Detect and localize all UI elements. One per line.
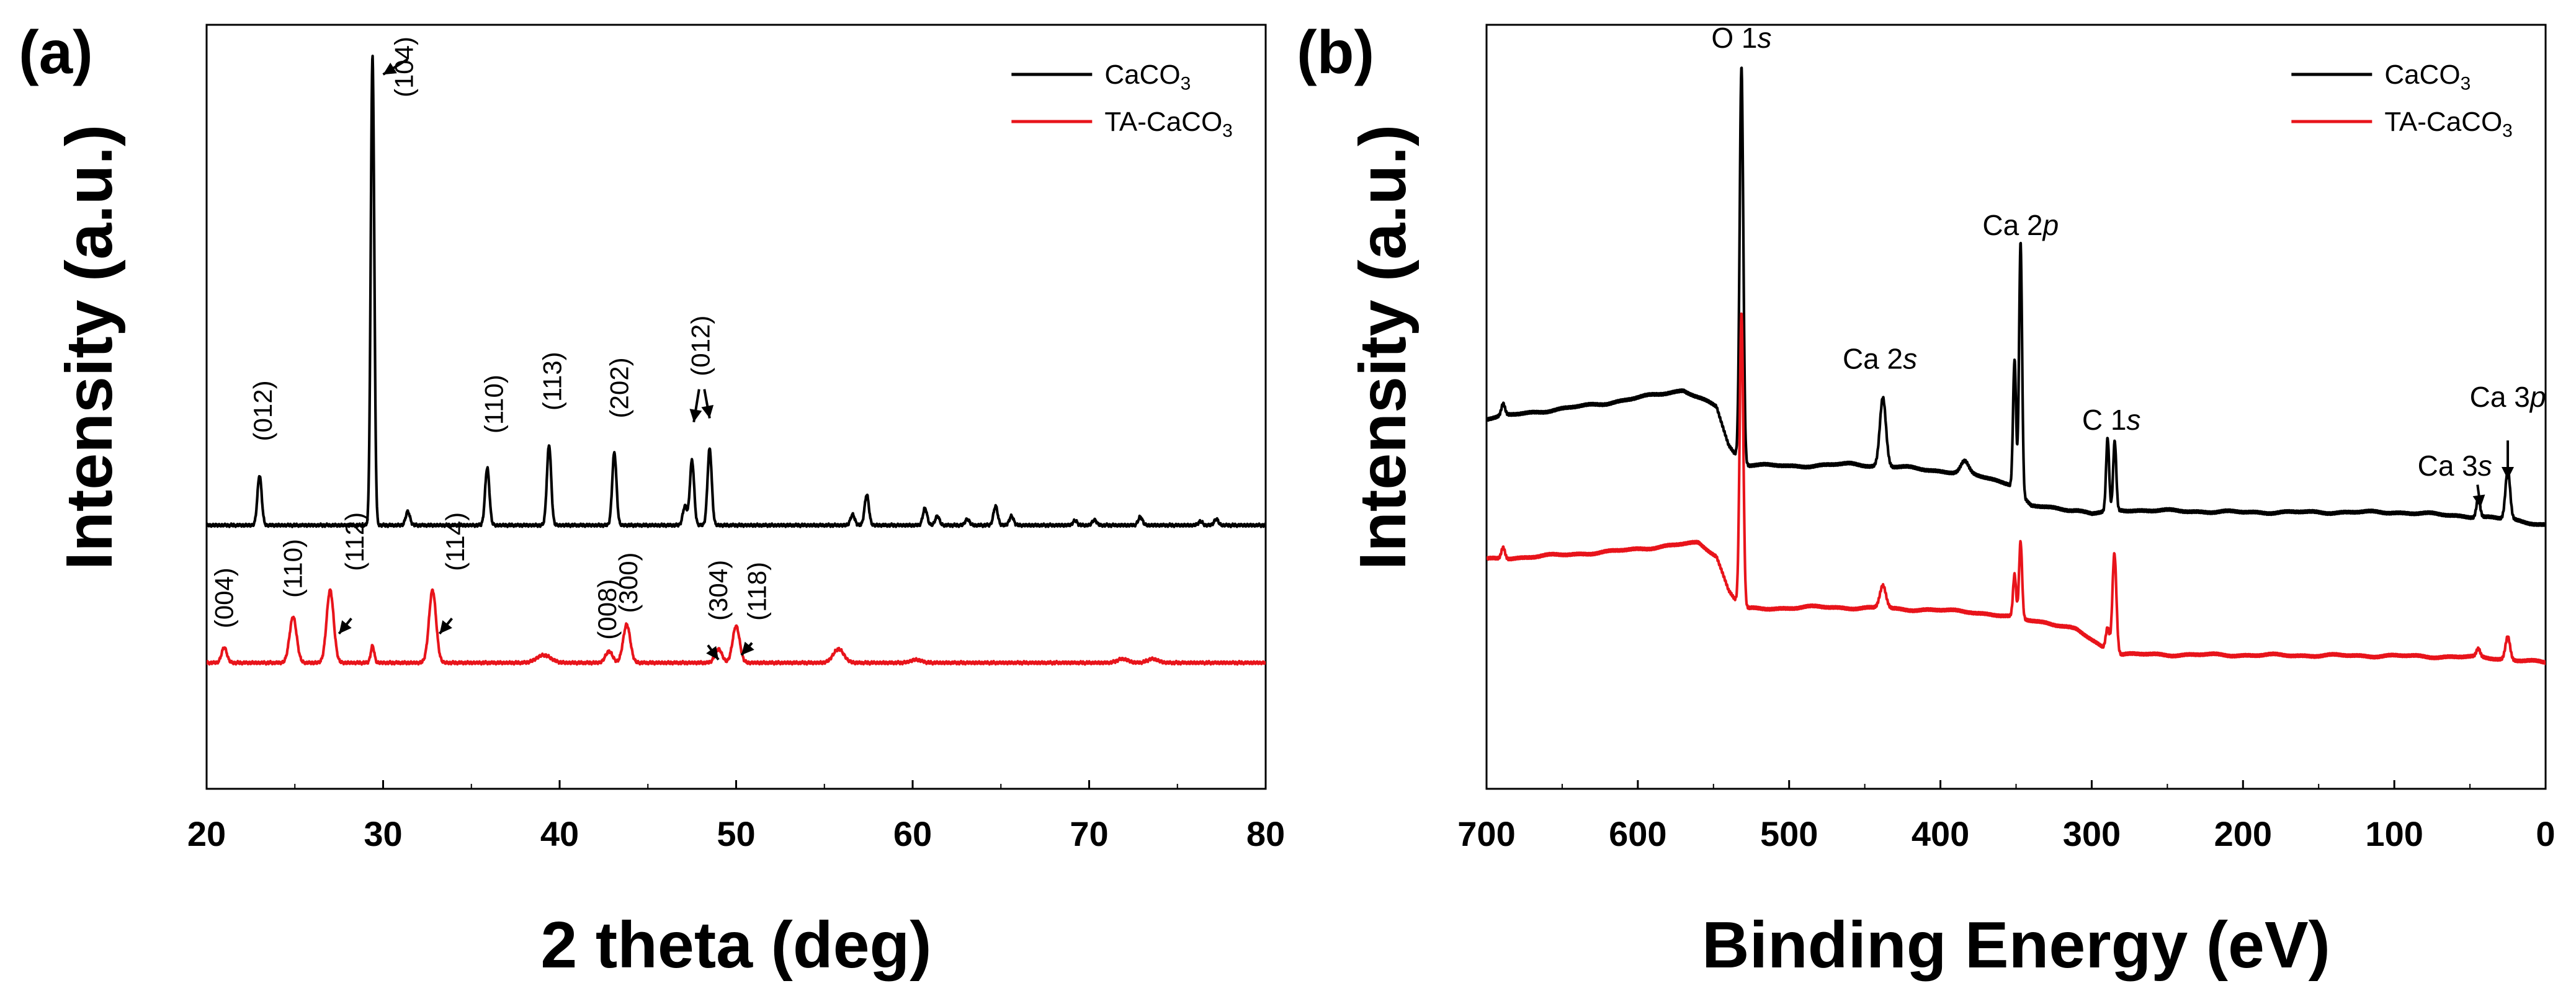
- x-axis-title: Binding Energy (eV): [1702, 908, 2330, 982]
- annotation-arrowhead: [439, 620, 452, 634]
- legend-label: TA-CaCO3: [2384, 107, 2513, 141]
- series-line-caco3: [1487, 66, 2546, 527]
- peak-label: (112): [340, 512, 369, 571]
- x-tick-label: 20: [187, 814, 226, 853]
- peak-label: (110): [278, 539, 307, 598]
- peak-label: (118): [743, 562, 772, 621]
- peak-label: C 1s: [2082, 404, 2141, 436]
- annotation-arrowhead: [701, 405, 714, 419]
- peak-label: (008): [593, 579, 622, 640]
- x-tick-label: 200: [2214, 814, 2272, 853]
- peak-label: (304): [704, 560, 733, 621]
- series-line-ta-caco3: [1487, 312, 2546, 665]
- x-tick-label: 600: [1609, 814, 1666, 853]
- peak-label: Ca 3s: [2418, 450, 2492, 482]
- x-tick-label: 300: [2063, 814, 2121, 853]
- annotation-arrowhead: [741, 641, 754, 655]
- peak-label: Ca 2p: [1982, 209, 2059, 241]
- peak-label: O 1s: [1711, 22, 1771, 54]
- chart-panel-1: (b) 700 600 500 400 300 200 100 0 Binding Energy …: [1297, 18, 2556, 982]
- x-tick-label: 100: [2365, 814, 2423, 853]
- x-tick-label: 30: [364, 814, 402, 853]
- peak-label: Ca 3p: [2470, 381, 2546, 413]
- x-tick-label: 500: [1760, 814, 1818, 853]
- annotation-arrowhead: [339, 620, 352, 634]
- x-tick-label: 400: [1912, 814, 1969, 853]
- peak-label: (012): [248, 380, 277, 441]
- x-axis-title: 2 theta (deg): [540, 908, 931, 982]
- x-tick-label: 80: [1246, 814, 1285, 853]
- annotation-arrowhead: [383, 63, 397, 75]
- x-tick-label: 40: [540, 814, 579, 853]
- peak-label: Ca 2s: [1843, 342, 1917, 375]
- x-tick-label: 60: [893, 814, 932, 853]
- panel-label: (a): [19, 18, 93, 86]
- peak-label: (113): [538, 352, 567, 411]
- annotation-arrowhead: [2502, 467, 2514, 479]
- annotation-arrowhead: [2472, 494, 2485, 508]
- x-tick-label: 70: [1070, 814, 1108, 853]
- legend-label: TA-CaCO3: [1104, 107, 1233, 141]
- x-tick-label: 50: [717, 814, 755, 853]
- legend-label: CaCO3: [1104, 60, 1191, 94]
- plot-frame: [205, 24, 1267, 790]
- annotation-arrowhead: [706, 646, 718, 660]
- series-line-caco3: [207, 55, 1266, 528]
- legend-label: CaCO3: [2384, 60, 2471, 94]
- series-line-ta-caco3: [207, 588, 1266, 666]
- chart-panel-0: (a) 20 30 40 50 60 70 80 2 theta (deg) Intensity …: [19, 18, 1285, 982]
- peak-label: (004): [209, 567, 238, 628]
- x-tick-label: 0: [2536, 814, 2555, 853]
- x-tick-label: 700: [1457, 814, 1515, 853]
- peak-label: (012): [686, 316, 715, 376]
- peak-label: (202): [605, 357, 634, 418]
- y-axis-title: Intensity (a.u.): [53, 125, 126, 571]
- peak-label: (114): [441, 512, 470, 571]
- peak-label: (110): [480, 375, 509, 433]
- y-axis-title: Intensity (a.u.): [1346, 125, 1420, 571]
- panel-label: (b): [1297, 18, 1374, 86]
- peak-label: (300): [614, 553, 643, 613]
- annotation-arrowhead: [689, 409, 702, 422]
